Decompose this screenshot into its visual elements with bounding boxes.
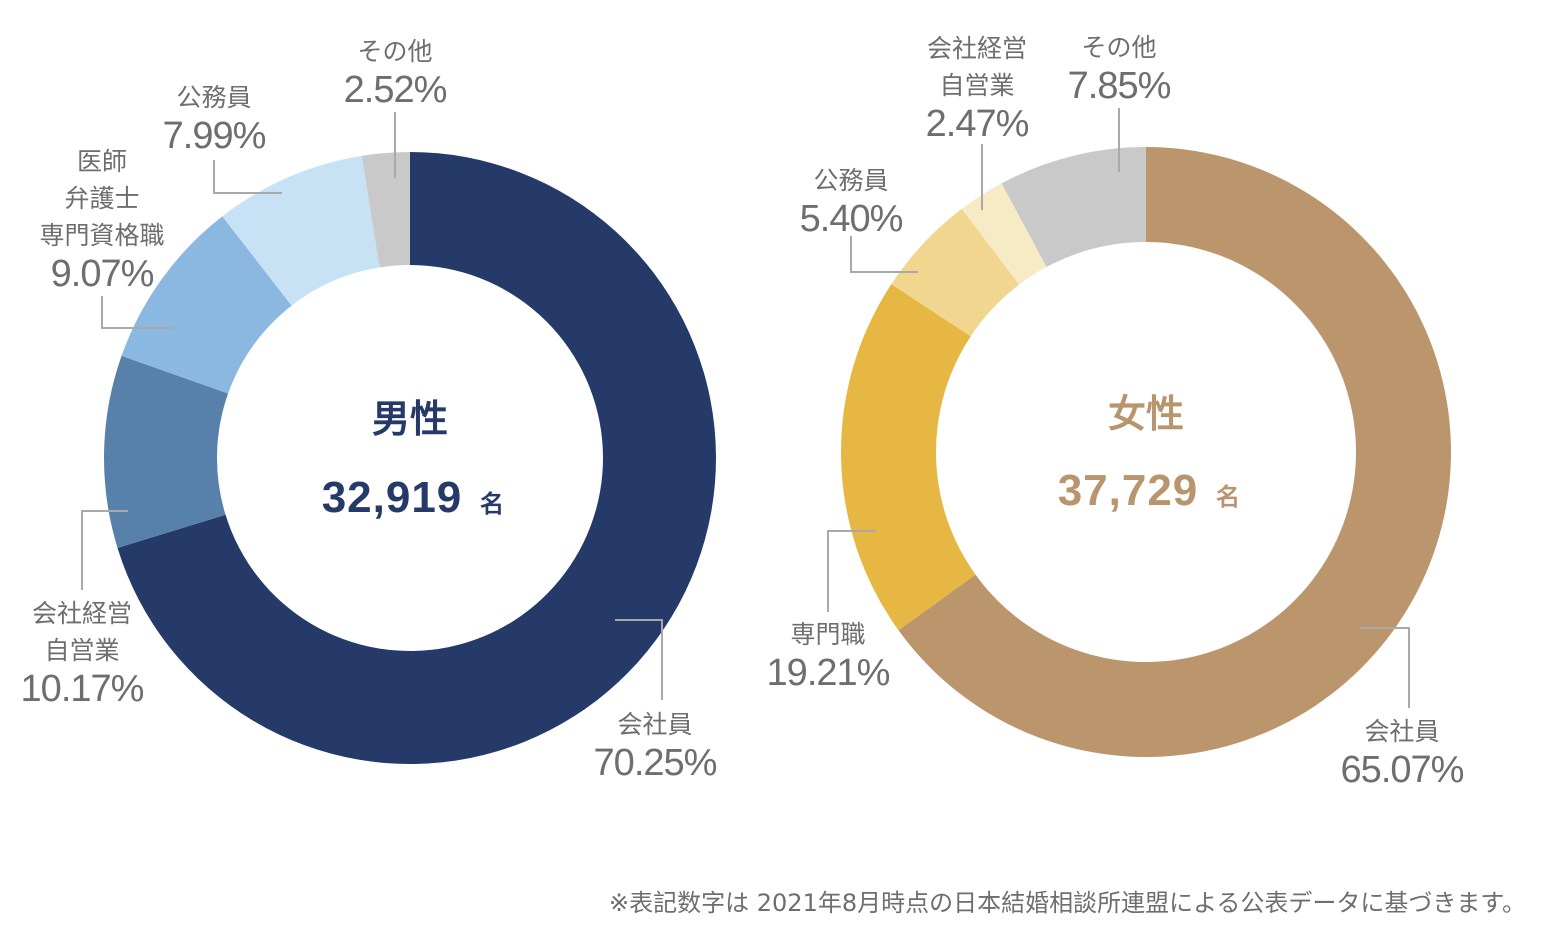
slice-label: 医師 (77, 147, 127, 176)
slice-value: 5.40% (800, 198, 903, 240)
donut-slice (121, 216, 292, 394)
slice-label: 自営業 (939, 71, 1014, 100)
slice-label: その他 (357, 37, 432, 66)
leader-line (850, 236, 918, 273)
center-count: 37,729 (1058, 466, 1199, 515)
leader-line (615, 619, 663, 700)
slice-label: 会社経営 (32, 599, 132, 628)
leader-line (101, 296, 173, 329)
slice-label: 会社経営 (927, 34, 1027, 63)
center-unit: 名 (1216, 483, 1240, 511)
slice-label: 会社員 (617, 710, 692, 739)
slice-value: 7.85% (1068, 65, 1171, 107)
leader-line (1360, 627, 1410, 708)
center-title: 男性 (372, 397, 448, 441)
slice-value: 9.07% (51, 253, 154, 295)
slice-value: 2.52% (344, 69, 447, 111)
slice-label: 会社員 (1364, 717, 1439, 746)
donut-slice (361, 152, 410, 268)
donut-slice (103, 355, 229, 548)
center-unit: 名 (480, 490, 504, 518)
slice-label: 専門資格職 (39, 221, 164, 250)
slice-label: 自営業 (44, 636, 119, 665)
slice-label: 公務員 (176, 83, 251, 112)
slice-value: 10.17% (21, 668, 144, 710)
slice-value: 70.25% (594, 742, 717, 784)
footnote: ※表記数字は 2021年8月時点の日本結婚相談所連盟による公表データに基づきます… (609, 889, 1526, 917)
donut-slice (117, 152, 716, 764)
leader-line (81, 510, 128, 590)
center-title: 女性 (1108, 392, 1184, 436)
donut-slice (1001, 147, 1146, 268)
leader-line (213, 160, 282, 194)
slice-label: 公務員 (813, 166, 888, 195)
slice-value: 7.99% (163, 115, 266, 157)
donut-slice (891, 208, 1020, 337)
slice-value: 2.47% (926, 103, 1029, 145)
slice-label: その他 (1081, 33, 1156, 62)
donut-slice (840, 284, 976, 631)
slice-label: 専門職 (790, 620, 865, 649)
leader-line (827, 530, 876, 612)
center-count: 32,919 (322, 473, 463, 522)
slice-value: 19.21% (767, 652, 890, 694)
slice-value: 65.07% (1341, 749, 1464, 791)
slice-label: 弁護士 (64, 184, 139, 213)
donut-slice (898, 147, 1451, 757)
